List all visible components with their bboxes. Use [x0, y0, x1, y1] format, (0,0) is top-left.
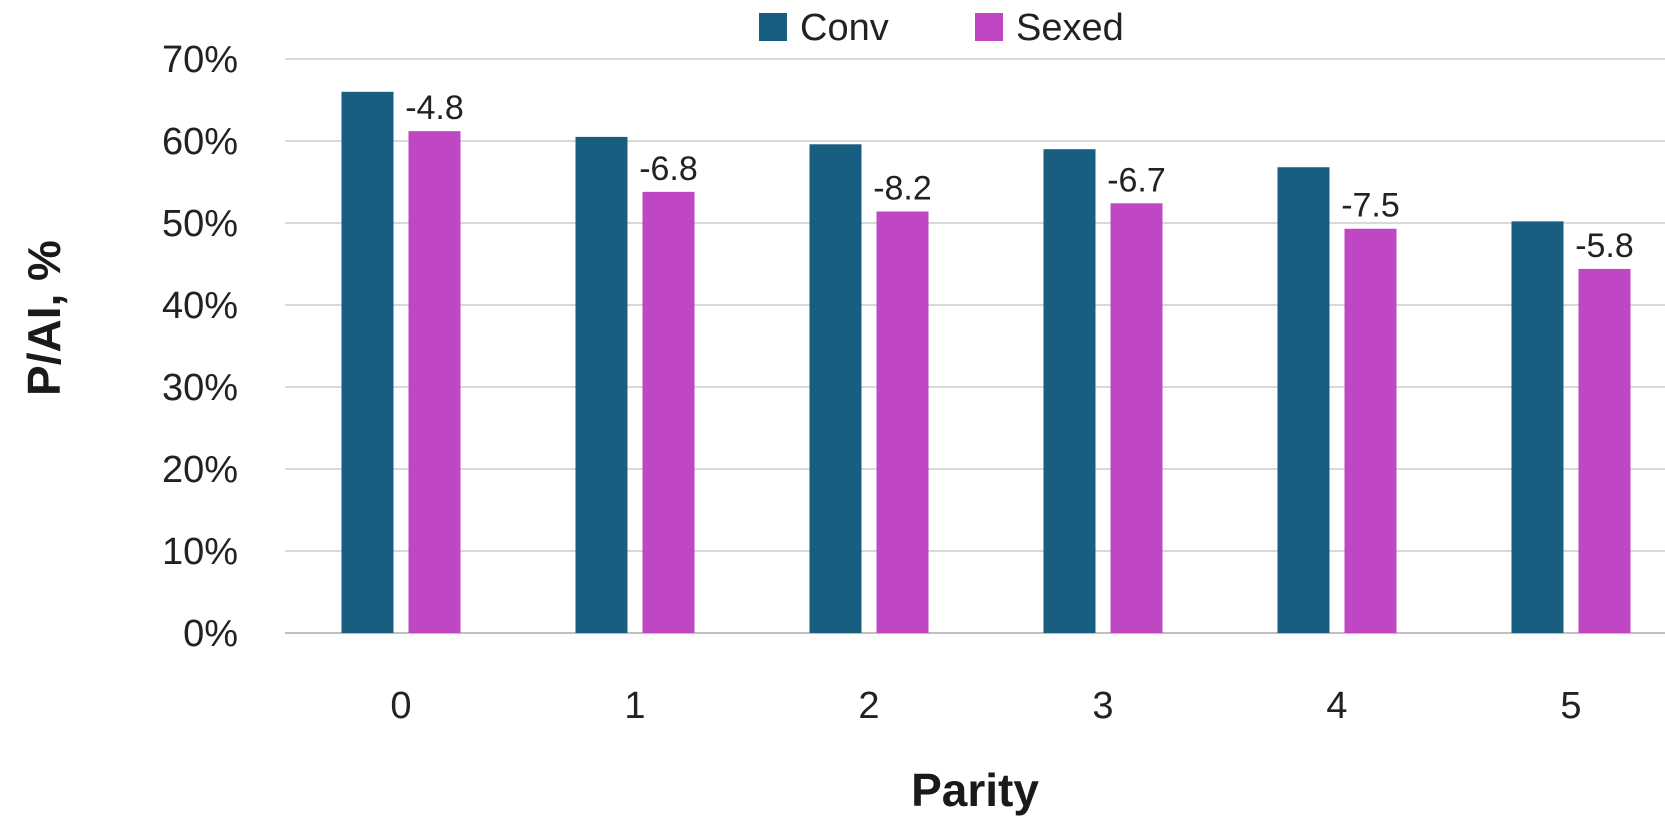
y-tick-label: 0%	[183, 613, 238, 655]
bar-sexed-5	[1578, 268, 1631, 633]
bar-conv-3	[1043, 149, 1096, 633]
bar-sexed-2	[876, 211, 929, 633]
x-tick-label: 5	[1560, 685, 1581, 727]
legend-swatch-sexed	[975, 13, 1003, 41]
bar-conv-2	[809, 144, 862, 633]
gridlines	[285, 58, 1665, 634]
data-labels: -4.8 -6.8 -8.2 -6.7 -7.5 -5.8	[405, 89, 1634, 265]
legend: Conv Sexed	[759, 7, 1124, 49]
legend-swatch-conv	[759, 13, 787, 41]
y-tick-label: 40%	[162, 285, 238, 327]
y-tick-label: 10%	[162, 531, 238, 573]
x-tick-label: 0	[390, 685, 411, 727]
bar-conv-5	[1511, 221, 1564, 634]
data-label-3: -6.7	[1107, 161, 1166, 199]
bar-conv-1	[575, 136, 628, 633]
x-tick-label: 4	[1326, 685, 1347, 727]
bar-sexed-4	[1344, 228, 1397, 634]
bar-conv-0	[341, 91, 394, 634]
data-label-0: -4.8	[405, 89, 464, 127]
data-label-4: -7.5	[1341, 187, 1400, 225]
data-label-2: -8.2	[873, 170, 932, 208]
x-axis-ticks: 0 1 2 3 4 5	[390, 685, 1581, 727]
bar-conv-4	[1277, 167, 1330, 634]
x-tick-label: 2	[858, 685, 879, 727]
legend-label-conv: Conv	[800, 7, 889, 49]
y-axis-ticks: 0% 10% 20% 30% 40% 50% 60% 70%	[162, 39, 238, 655]
x-tick-label: 1	[624, 685, 645, 727]
x-tick-label: 3	[1092, 685, 1113, 727]
legend-label-sexed: Sexed	[1016, 7, 1124, 49]
bars	[341, 91, 1631, 634]
y-tick-label: 60%	[162, 121, 238, 163]
x-axis-title: Parity	[911, 764, 1039, 816]
bar-sexed-0	[408, 131, 461, 633]
y-tick-label: 50%	[162, 203, 238, 245]
y-tick-label: 20%	[162, 449, 238, 491]
data-label-1: -6.8	[639, 150, 698, 188]
data-label-5: -5.8	[1575, 227, 1634, 265]
y-tick-label: 30%	[162, 367, 238, 409]
bar-sexed-3	[1110, 203, 1163, 633]
bar-sexed-1	[642, 191, 695, 633]
y-tick-label: 70%	[162, 39, 238, 81]
y-axis-title: P/AI, %	[18, 240, 70, 396]
